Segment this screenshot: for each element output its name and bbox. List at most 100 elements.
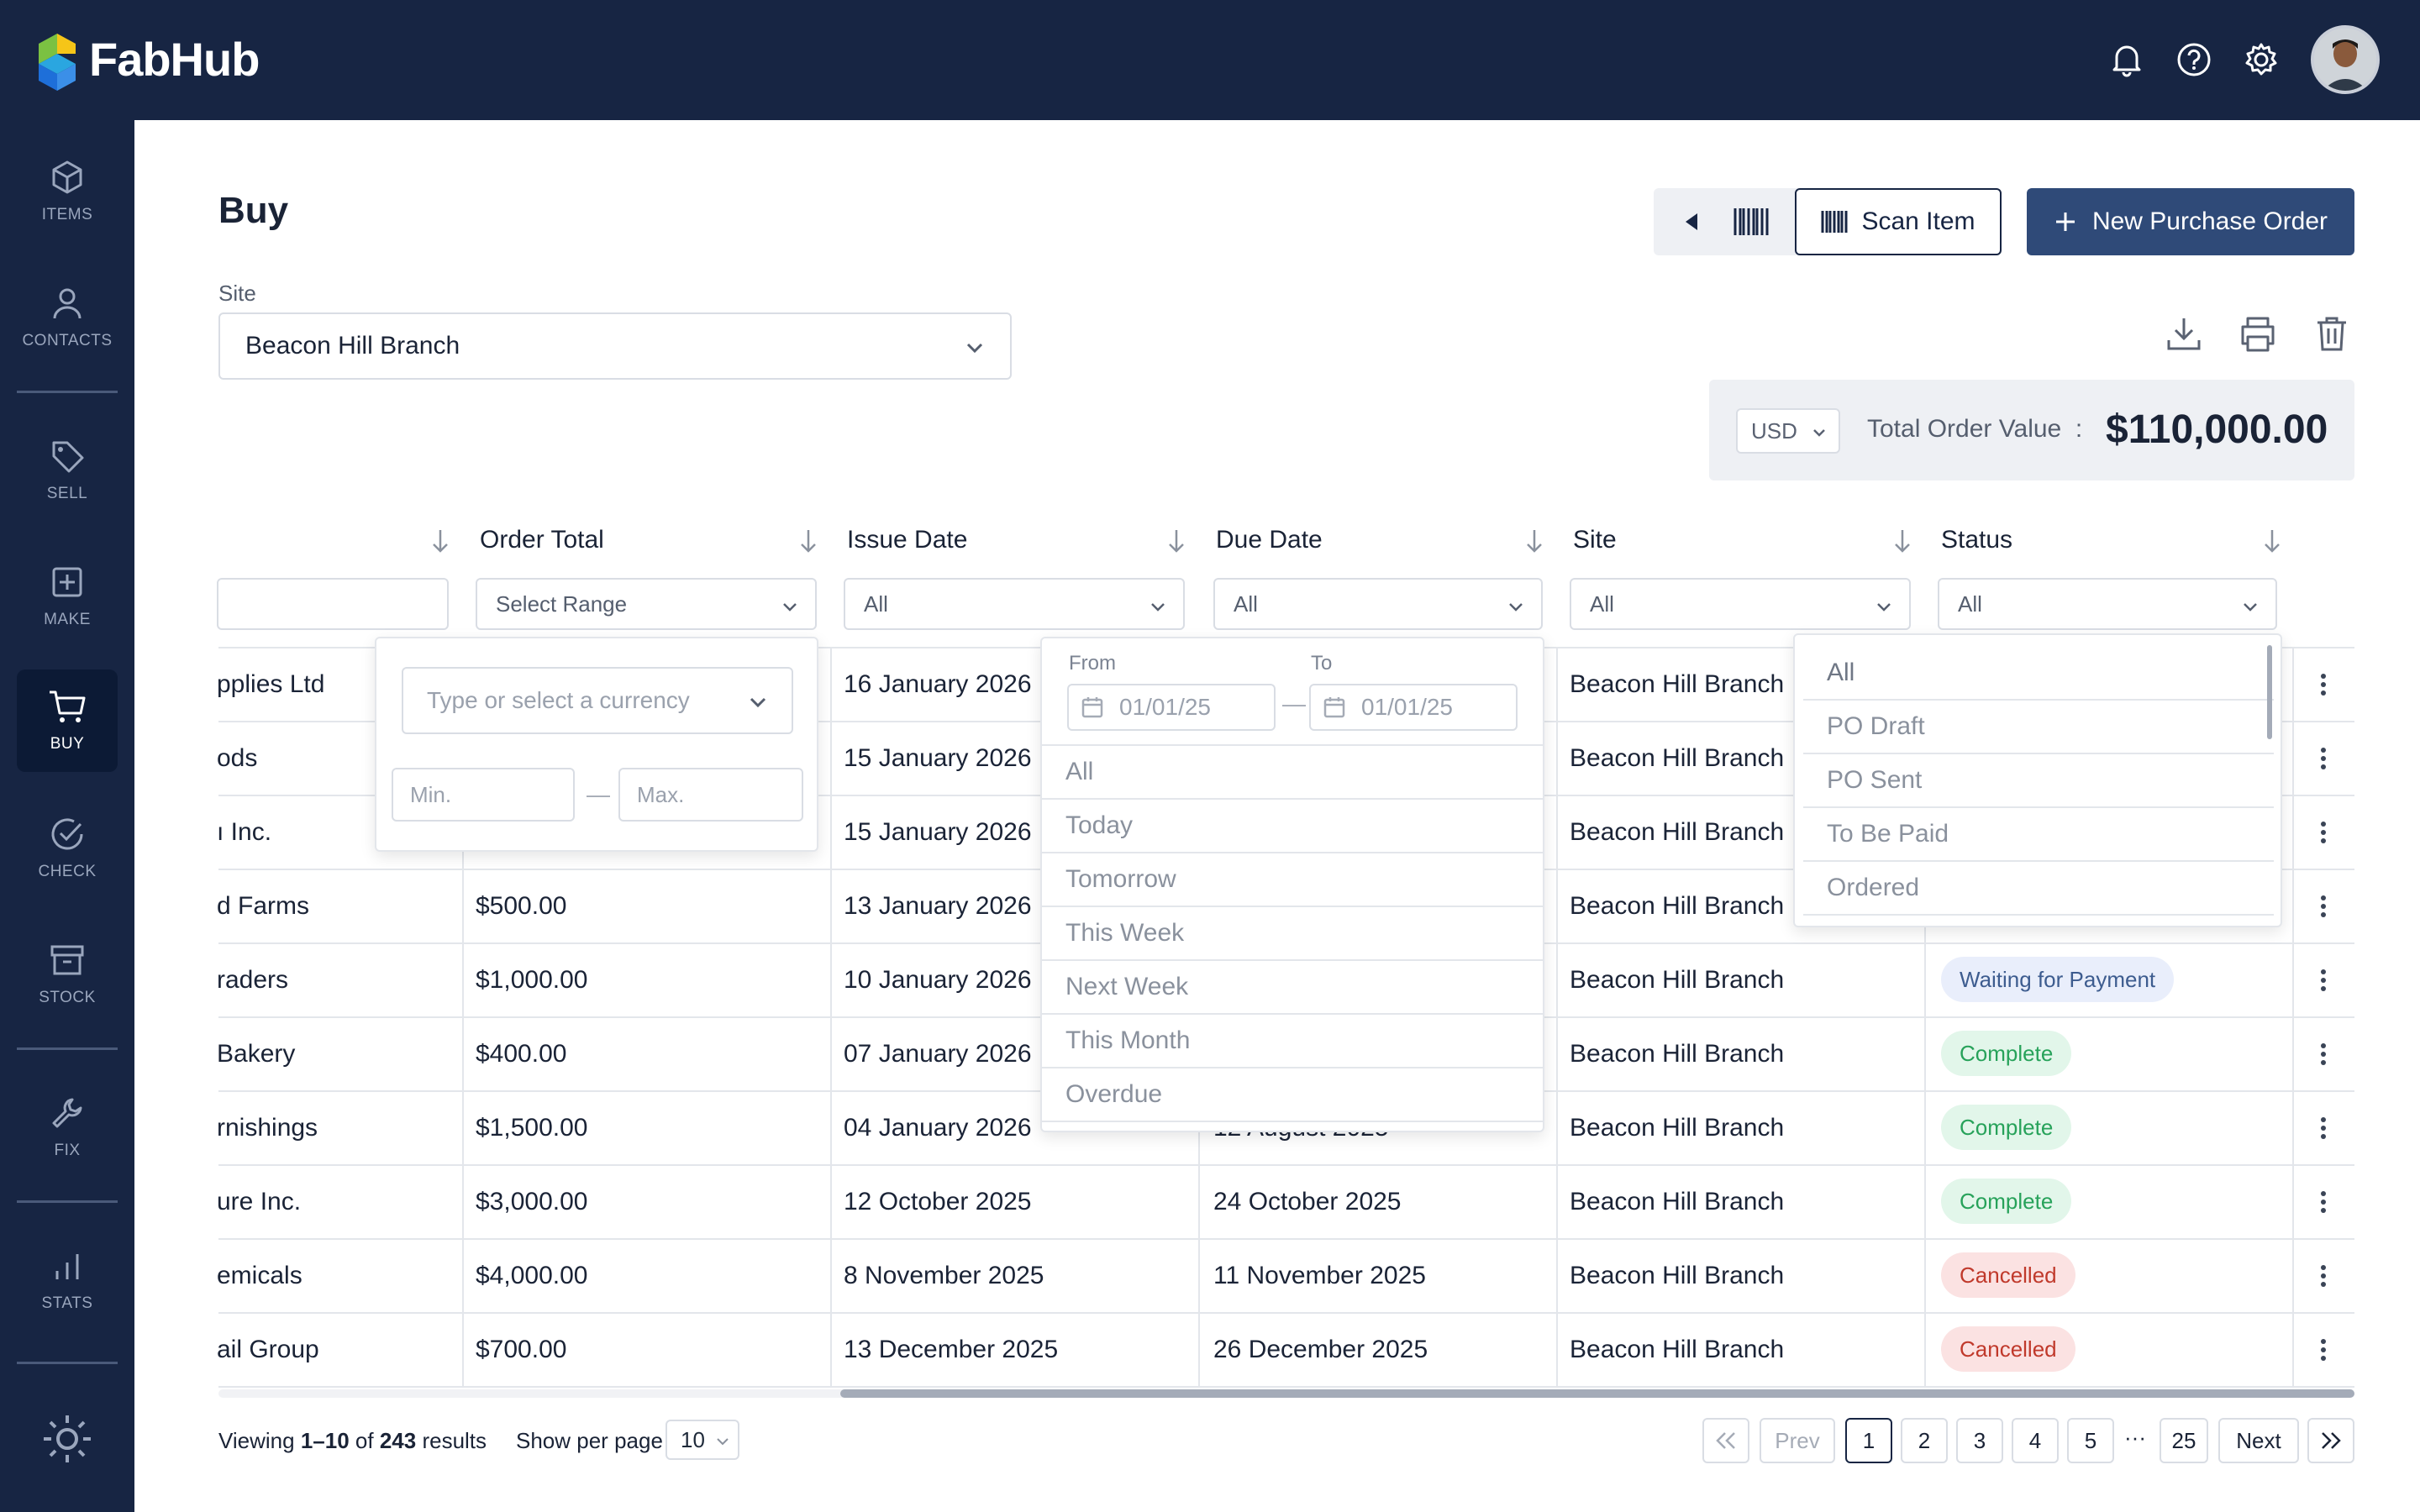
column-header-order-total[interactable]: Order Total bbox=[480, 526, 604, 554]
from-date-input[interactable]: 01/01/25 bbox=[1067, 684, 1276, 731]
from-date-value: 01/01/25 bbox=[1119, 694, 1211, 720]
row-menu-icon[interactable] bbox=[2319, 894, 2328, 919]
site-label: Site bbox=[218, 281, 256, 306]
sort-arrow-icon[interactable] bbox=[430, 528, 450, 554]
to-date-input[interactable]: 01/01/25 bbox=[1309, 684, 1518, 731]
help-icon[interactable] bbox=[2173, 39, 2215, 81]
date-option-today[interactable]: Today bbox=[1042, 800, 1543, 853]
calendar-icon bbox=[1081, 697, 1103, 718]
sidebar-item-buy[interactable]: BUY bbox=[17, 669, 118, 772]
results-summary: Viewing 1–10 of 243 results bbox=[218, 1428, 487, 1454]
sort-arrow-icon[interactable] bbox=[1166, 528, 1186, 554]
order-total-filter[interactable]: Select Range bbox=[476, 578, 817, 630]
issue-date-cell: 07 January 2026 bbox=[844, 1040, 1032, 1068]
page-button-5[interactable]: 5 bbox=[2067, 1418, 2114, 1463]
brand[interactable]: FabHub bbox=[37, 25, 260, 92]
print-icon[interactable] bbox=[2237, 312, 2279, 354]
order-total-cell: $1,000.00 bbox=[476, 966, 588, 994]
chevron-down-icon bbox=[717, 1438, 729, 1446]
date-option-this-week[interactable]: This Week bbox=[1042, 907, 1543, 961]
sidebar: ITEMS CONTACTS SELL MAKE BUY CHECK STOCK… bbox=[0, 120, 134, 1512]
sidebar-item-stock[interactable]: STOCK bbox=[17, 923, 118, 1026]
column-header-due-date[interactable]: Due Date bbox=[1216, 526, 1323, 554]
sidebar-item-check[interactable]: CHECK bbox=[17, 797, 118, 900]
results-of: of bbox=[355, 1428, 374, 1453]
issue-date-filter[interactable]: All bbox=[844, 578, 1185, 630]
scan-item-button[interactable]: Scan Item bbox=[1795, 188, 2002, 255]
date-option-tomorrow[interactable]: Tomorrow bbox=[1042, 853, 1543, 907]
prev-page-button[interactable]: Prev bbox=[1760, 1418, 1835, 1463]
settings-gear-icon[interactable] bbox=[2240, 39, 2282, 81]
sort-arrow-icon[interactable] bbox=[1524, 528, 1544, 554]
supplier-filter-input[interactable] bbox=[217, 578, 449, 630]
per-page-select[interactable]: 10 bbox=[666, 1420, 739, 1460]
sidebar-item-fix[interactable]: FIX bbox=[17, 1076, 118, 1179]
sidebar-item-make[interactable]: MAKE bbox=[17, 545, 118, 648]
row-menu-icon[interactable] bbox=[2319, 1263, 2328, 1289]
sidebar-divider bbox=[17, 1047, 118, 1050]
date-option-all[interactable]: All bbox=[1042, 746, 1543, 800]
chevron-down-icon bbox=[783, 603, 797, 612]
bell-icon[interactable] bbox=[2106, 39, 2148, 81]
status-filter[interactable]: All bbox=[1938, 578, 2277, 630]
avatar[interactable] bbox=[2311, 25, 2380, 94]
sort-arrow-icon[interactable] bbox=[798, 528, 818, 554]
chevron-down-icon bbox=[1813, 429, 1825, 437]
status-option-po-draft[interactable]: PO Draft bbox=[1803, 701, 2274, 754]
sort-arrow-icon[interactable] bbox=[1892, 528, 1912, 554]
status-popover-scrollbar[interactable] bbox=[2267, 645, 2272, 739]
row-menu-icon[interactable] bbox=[2319, 1189, 2328, 1215]
barcode-icon[interactable] bbox=[1733, 207, 1770, 237]
download-icon[interactable] bbox=[2163, 312, 2205, 354]
supplier-cell: ail Group bbox=[217, 1336, 319, 1363]
column-header-issue-date[interactable]: Issue Date bbox=[847, 526, 968, 554]
trash-icon[interactable] bbox=[2311, 312, 2353, 354]
date-option-this-month[interactable]: This Month bbox=[1042, 1015, 1543, 1068]
sidebar-item-contacts[interactable]: CONTACTS bbox=[17, 266, 118, 369]
site-select[interactable]: Beacon Hill Branch bbox=[218, 312, 1012, 380]
date-option-next-week[interactable]: Next Week bbox=[1042, 961, 1543, 1015]
new-purchase-order-button[interactable]: New Purchase Order bbox=[2027, 188, 2354, 255]
column-header-site[interactable]: Site bbox=[1573, 526, 1617, 554]
horizontal-scrollbar-thumb[interactable] bbox=[840, 1389, 2354, 1398]
row-menu-icon[interactable] bbox=[2319, 746, 2328, 771]
row-menu-icon[interactable] bbox=[2319, 1042, 2328, 1067]
row-menu-icon[interactable] bbox=[2319, 968, 2328, 993]
due-date-cell: 26 December 2025 bbox=[1213, 1336, 1428, 1363]
row-menu-icon[interactable] bbox=[2319, 672, 2328, 697]
sidebar-item-sell[interactable]: SELL bbox=[17, 419, 118, 522]
sidebar-item-items[interactable]: ITEMS bbox=[17, 140, 118, 243]
status-option-ordered[interactable]: Ordered bbox=[1803, 862, 2274, 916]
row-divider bbox=[218, 1164, 2354, 1166]
next-page-button[interactable]: Next bbox=[2218, 1418, 2299, 1463]
site-filter[interactable]: All bbox=[1570, 578, 1911, 630]
caret-left-icon[interactable] bbox=[1682, 210, 1702, 234]
sidebar-item-stats[interactable]: STATS bbox=[17, 1229, 118, 1331]
row-menu-icon[interactable] bbox=[2319, 1116, 2328, 1141]
currency-select[interactable]: USD bbox=[1736, 408, 1840, 454]
max-amount-input[interactable]: Max. bbox=[618, 768, 803, 822]
theme-toggle[interactable] bbox=[17, 1405, 118, 1473]
issue-date-cell: 13 January 2026 bbox=[844, 892, 1032, 920]
status-badge: Complete bbox=[1941, 1179, 2072, 1224]
page-button-1[interactable]: 1 bbox=[1845, 1418, 1892, 1463]
first-page-button[interactable] bbox=[1702, 1418, 1749, 1463]
min-amount-input[interactable]: Min. bbox=[392, 768, 575, 822]
date-option-overdue[interactable]: Overdue bbox=[1042, 1068, 1543, 1122]
range-dash: — bbox=[587, 781, 610, 807]
page-button-2[interactable]: 2 bbox=[1901, 1418, 1948, 1463]
column-header-status[interactable]: Status bbox=[1941, 526, 2013, 554]
sort-arrow-icon[interactable] bbox=[2262, 528, 2282, 554]
page-button-3[interactable]: 3 bbox=[1956, 1418, 2003, 1463]
row-menu-icon[interactable] bbox=[2319, 1337, 2328, 1362]
due-date-filter[interactable]: All bbox=[1213, 578, 1543, 630]
last-page-button[interactable] bbox=[2307, 1418, 2354, 1463]
site-cell: Beacon Hill Branch bbox=[1570, 966, 1785, 994]
currency-combobox[interactable]: Type or select a currency bbox=[402, 667, 793, 734]
status-option-all[interactable]: All bbox=[1803, 647, 2274, 701]
page-button-4[interactable]: 4 bbox=[2012, 1418, 2059, 1463]
status-option-to-be-paid[interactable]: To Be Paid bbox=[1803, 808, 2274, 862]
status-option-po-sent[interactable]: PO Sent bbox=[1803, 754, 2274, 808]
row-menu-icon[interactable] bbox=[2319, 820, 2328, 845]
page-button-last[interactable]: 25 bbox=[2160, 1418, 2208, 1463]
